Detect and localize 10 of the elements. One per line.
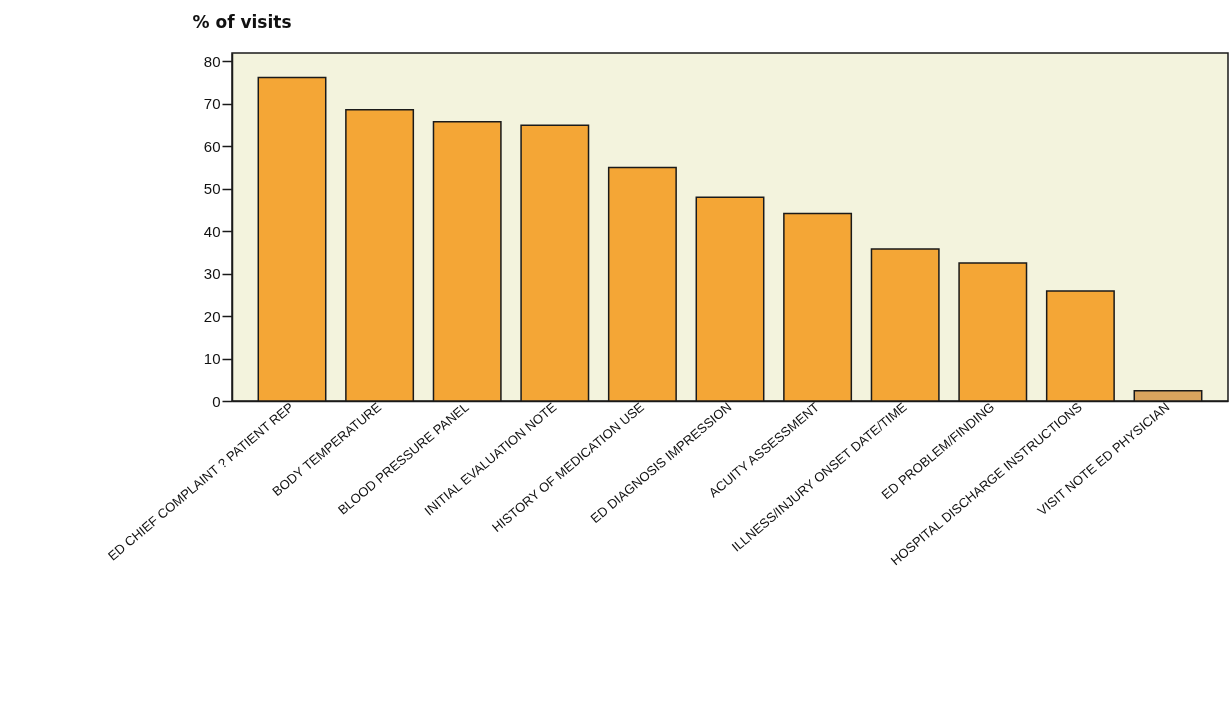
y-tick-label: 60 (203, 137, 221, 155)
y-tick-label: 40 (203, 222, 221, 240)
y-tick-label: 0 (212, 392, 221, 410)
y-axis-title: % of visits (192, 11, 292, 32)
y-tick-label: 50 (203, 180, 221, 198)
y-tick-label: 80 (203, 52, 221, 70)
y-tick-label: 20 (203, 307, 221, 325)
y-tick-label: 30 (203, 265, 221, 283)
y-tick-label: 70 (203, 95, 221, 113)
y-tick-label: 10 (203, 350, 221, 368)
